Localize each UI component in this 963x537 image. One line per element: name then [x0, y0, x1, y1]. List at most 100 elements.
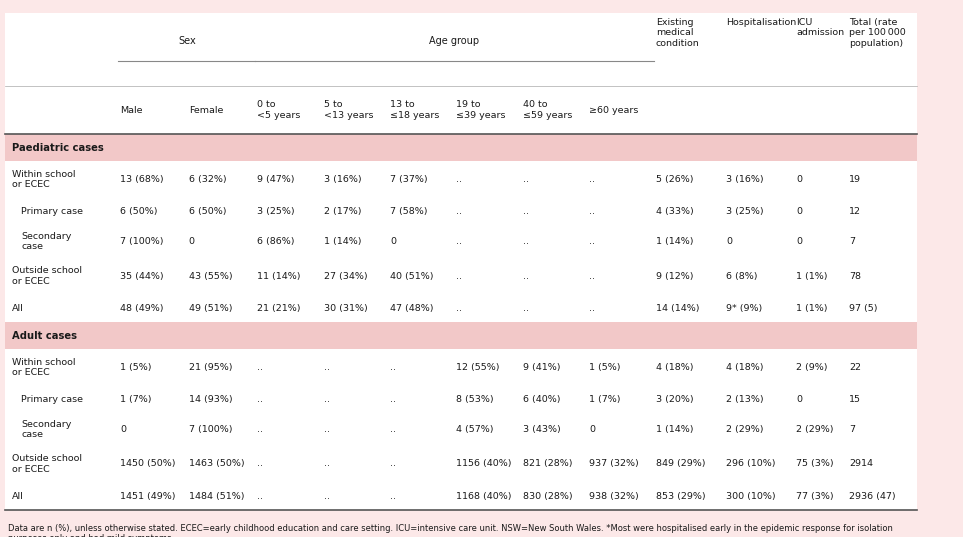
Text: 12 (55%): 12 (55%): [456, 363, 500, 372]
Text: 2 (9%): 2 (9%): [796, 363, 828, 372]
Text: 49 (51%): 49 (51%): [189, 304, 232, 313]
Text: Secondary
case: Secondary case: [21, 420, 71, 439]
Text: 0: 0: [120, 425, 126, 434]
Text: 2936 (47): 2936 (47): [849, 492, 896, 500]
Text: Paediatric cases: Paediatric cases: [12, 143, 103, 153]
Text: Outside school
or ECEC: Outside school or ECEC: [12, 266, 82, 286]
Text: 35 (44%): 35 (44%): [120, 272, 164, 280]
Text: 1168 (40%): 1168 (40%): [456, 492, 512, 500]
Text: 296 (10%): 296 (10%): [726, 460, 775, 468]
Text: 2 (29%): 2 (29%): [796, 425, 834, 434]
Text: 7 (37%): 7 (37%): [390, 175, 428, 184]
Text: ..: ..: [456, 237, 462, 246]
Text: 78: 78: [849, 272, 861, 280]
Text: Outside school
or ECEC: Outside school or ECEC: [12, 454, 82, 474]
Text: 77 (3%): 77 (3%): [796, 492, 834, 500]
Text: Hospitalisation: Hospitalisation: [726, 18, 796, 27]
Text: 15: 15: [849, 395, 861, 404]
Text: ..: ..: [324, 363, 329, 372]
Text: ..: ..: [456, 272, 462, 280]
Text: All: All: [12, 492, 23, 500]
Text: 1 (14%): 1 (14%): [656, 237, 693, 246]
Text: 6 (50%): 6 (50%): [120, 207, 158, 216]
Text: 1451 (49%): 1451 (49%): [120, 492, 176, 500]
Text: 97 (5): 97 (5): [849, 304, 878, 313]
Text: 1 (14%): 1 (14%): [656, 425, 693, 434]
Text: 1463 (50%): 1463 (50%): [189, 460, 245, 468]
Text: 8 (53%): 8 (53%): [456, 395, 494, 404]
Text: 6 (86%): 6 (86%): [257, 237, 295, 246]
Text: ..: ..: [589, 304, 595, 313]
Text: 19: 19: [849, 175, 861, 184]
Text: 6 (8%): 6 (8%): [726, 272, 758, 280]
Text: ICU
admission: ICU admission: [796, 18, 845, 37]
Text: 3 (16%): 3 (16%): [726, 175, 764, 184]
Text: 48 (49%): 48 (49%): [120, 304, 164, 313]
Text: 9 (47%): 9 (47%): [257, 175, 295, 184]
Text: Total (rate
per 100 000
population): Total (rate per 100 000 population): [849, 18, 906, 47]
Text: ..: ..: [390, 425, 396, 434]
Text: ..: ..: [390, 363, 396, 372]
Text: 4 (57%): 4 (57%): [456, 425, 494, 434]
Text: 1 (5%): 1 (5%): [589, 363, 621, 372]
Text: ..: ..: [589, 175, 595, 184]
Text: 3 (20%): 3 (20%): [656, 395, 693, 404]
Text: 1 (1%): 1 (1%): [796, 304, 828, 313]
Text: 2 (29%): 2 (29%): [726, 425, 764, 434]
Text: ..: ..: [324, 425, 329, 434]
Text: 1 (7%): 1 (7%): [589, 395, 621, 404]
Text: 6 (40%): 6 (40%): [523, 395, 560, 404]
Text: 1 (7%): 1 (7%): [120, 395, 152, 404]
Text: All: All: [12, 304, 23, 313]
Text: 30 (31%): 30 (31%): [324, 304, 367, 313]
Text: 40 (51%): 40 (51%): [390, 272, 433, 280]
Text: 7: 7: [849, 237, 855, 246]
Text: ..: ..: [523, 175, 529, 184]
Text: Within school
or ECEC: Within school or ECEC: [12, 170, 75, 189]
Text: 6 (50%): 6 (50%): [189, 207, 226, 216]
Text: 1 (5%): 1 (5%): [120, 363, 152, 372]
Text: 22: 22: [849, 363, 861, 372]
Text: ..: ..: [456, 175, 462, 184]
Text: ..: ..: [257, 363, 263, 372]
Text: 3 (43%): 3 (43%): [523, 425, 560, 434]
Text: 75 (3%): 75 (3%): [796, 460, 834, 468]
Text: ..: ..: [390, 460, 396, 468]
Text: 0: 0: [726, 237, 732, 246]
Text: 830 (28%): 830 (28%): [523, 492, 573, 500]
Text: 4 (18%): 4 (18%): [656, 363, 693, 372]
Text: ..: ..: [257, 395, 263, 404]
Text: Adult cases: Adult cases: [12, 331, 76, 340]
Text: Age group: Age group: [429, 36, 480, 46]
Text: ..: ..: [589, 207, 595, 216]
Text: 9 (12%): 9 (12%): [656, 272, 693, 280]
Text: Secondary
case: Secondary case: [21, 232, 71, 251]
Text: ..: ..: [456, 304, 462, 313]
Text: ..: ..: [257, 425, 263, 434]
Text: 0: 0: [796, 395, 802, 404]
Text: 0: 0: [589, 425, 595, 434]
Bar: [5, 322, 917, 349]
Text: ..: ..: [523, 304, 529, 313]
Text: 4 (33%): 4 (33%): [656, 207, 693, 216]
Text: ..: ..: [257, 460, 263, 468]
Text: 4 (18%): 4 (18%): [726, 363, 764, 372]
Text: 13 (68%): 13 (68%): [120, 175, 164, 184]
Text: 1450 (50%): 1450 (50%): [120, 460, 176, 468]
Text: Male: Male: [120, 106, 143, 114]
Text: ..: ..: [456, 207, 462, 216]
Text: 3 (25%): 3 (25%): [257, 207, 295, 216]
Text: 7 (100%): 7 (100%): [120, 237, 164, 246]
Text: ..: ..: [390, 492, 396, 500]
Text: 19 to
≤39 years: 19 to ≤39 years: [456, 100, 506, 120]
Text: 43 (55%): 43 (55%): [189, 272, 232, 280]
Text: 3 (25%): 3 (25%): [726, 207, 764, 216]
Text: 5 (26%): 5 (26%): [656, 175, 693, 184]
Text: 0: 0: [796, 175, 802, 184]
Text: 9 (41%): 9 (41%): [523, 363, 560, 372]
Text: 1156 (40%): 1156 (40%): [456, 460, 512, 468]
Text: Data are n (%), unless otherwise stated. ECEC=early childhood education and care: Data are n (%), unless otherwise stated.…: [8, 524, 893, 537]
Text: Primary case: Primary case: [21, 395, 83, 404]
Text: 5 to
<13 years: 5 to <13 years: [324, 100, 373, 120]
Text: 13 to
≤18 years: 13 to ≤18 years: [390, 100, 439, 120]
